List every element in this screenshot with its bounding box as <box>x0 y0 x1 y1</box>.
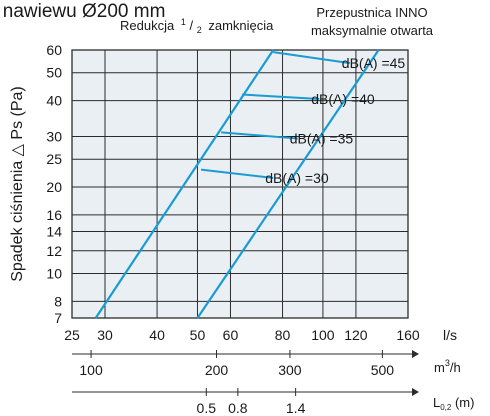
noise-label: dB(A) =30 <box>265 170 329 186</box>
secondary-tick-label: 500 <box>371 362 395 378</box>
annotation-left-suffix: zamknięcia <box>208 18 274 33</box>
y-axis-label: Spadek ciśnienia △ Ps (Pa) <box>9 86 26 282</box>
x-tick-label: 40 <box>149 327 165 343</box>
noise-lines: dB(A) =45 dB(A) =40 dB(A) =35 dB(A) =30 <box>200 51 406 186</box>
noise-label: dB(A) =45 <box>342 55 406 71</box>
noise-line <box>273 51 350 65</box>
y-tick-label: 50 <box>46 65 62 81</box>
x-tick-label: 160 <box>396 327 420 343</box>
annotation-right-line-2: maksymalnie otwarta <box>311 23 434 38</box>
y-tick-label: 40 <box>46 93 62 109</box>
y-tick-label: 16 <box>46 207 62 223</box>
secondary-axis-m3h: 100 200 300 500 <box>72 350 419 378</box>
secondary-axis-arrow <box>412 350 419 358</box>
secondary-axis-arrow <box>412 388 419 396</box>
series-line <box>196 49 380 319</box>
y-tick-label: 20 <box>46 179 62 195</box>
annotation-right-line-1: Przepustnica INNO <box>316 5 427 20</box>
secondary-unit-m3h: m3/h <box>434 358 461 375</box>
y-tick-label: 7 <box>54 310 62 326</box>
top-annotation-left: Redukcja 1 / 2 zamknięcia <box>120 13 274 36</box>
noise-line <box>242 93 320 101</box>
x-tick-label: 80 <box>275 327 291 343</box>
x-tick-label: 25 <box>64 327 80 343</box>
secondary-axis-length: 0.5 0.8 1.4 <box>72 388 419 416</box>
secondary-unit-length: L0,2 (m) <box>433 395 474 412</box>
y-tick-label: 30 <box>46 128 62 144</box>
annotation-left-text: Redukcja <box>120 18 175 33</box>
chart-title: c nawiewu Ø200 mm <box>0 1 165 22</box>
secondary-tick-label: 100 <box>79 362 103 378</box>
noise-label: dB(A) =40 <box>311 91 375 107</box>
noise-line <box>200 168 274 180</box>
y-tick-label: 12 <box>46 243 62 259</box>
x-tick-label: 120 <box>344 327 368 343</box>
x-axis-unit-label: l/s <box>443 327 457 343</box>
svg-text:Redukcja 1 /: Redukcja 1 / 2 zamknięcia <box>120 13 274 36</box>
x-tick-label: 60 <box>223 327 239 343</box>
annotation-fraction-num: 1 <box>181 17 186 27</box>
secondary-tick-label: 1.4 <box>286 400 306 416</box>
y-tick-label: 25 <box>46 151 62 167</box>
y-tick-label: 14 <box>46 224 62 240</box>
secondary-tick-label: 300 <box>278 362 302 378</box>
x-tick-label: 50 <box>190 327 206 343</box>
noise-line <box>221 131 298 140</box>
secondary-tick-label: 0.8 <box>228 400 248 416</box>
y-tick-label: 60 <box>46 42 62 58</box>
y-tick-label: 8 <box>54 293 62 309</box>
grid-lines <box>72 50 408 318</box>
noise-label: dB(A) =35 <box>290 131 354 147</box>
x-tick-label: 100 <box>311 327 335 343</box>
x-tick-label: 30 <box>97 327 113 343</box>
annotation-fraction-den: 2 <box>197 25 202 35</box>
x-tick-labels: 25 30 40 50 60 80 100 120 160 <box>64 327 420 343</box>
secondary-tick-label: 0.5 <box>197 400 217 416</box>
secondary-tick-label: 200 <box>205 362 229 378</box>
y-tick-label: 10 <box>46 266 62 282</box>
